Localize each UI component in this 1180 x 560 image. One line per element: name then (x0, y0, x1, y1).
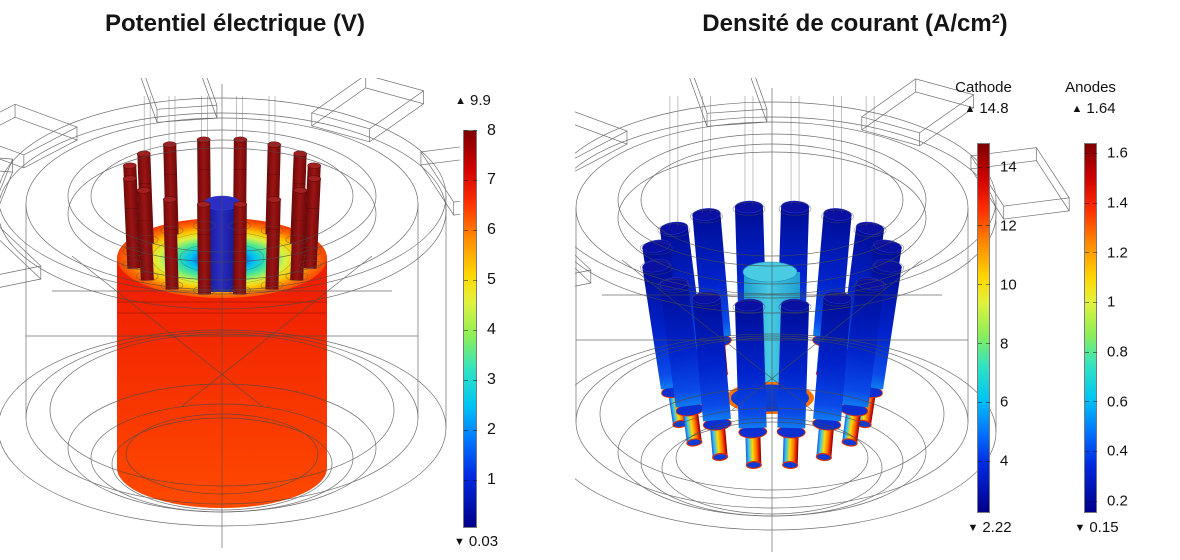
anode-rod-immersed-section (816, 423, 835, 458)
anode-rod (162, 196, 179, 290)
colorbar-gradient (463, 130, 477, 528)
colorbar-tick-left (464, 479, 468, 481)
colorbar-tick-label: 8 (487, 121, 496, 139)
current-density-3d-view (575, 78, 1070, 552)
colorbar-tick-label: 3 (487, 371, 496, 389)
colorbar-tick-label: 6 (487, 221, 496, 239)
colorbar-tick-right (473, 130, 477, 131)
colorbar-min-marker: ▼ 0.03 (454, 533, 498, 550)
anode-rod-tip (782, 460, 799, 469)
colorbar-tick-right (473, 179, 477, 181)
anode-rod-tip (745, 460, 762, 469)
anode-rod (233, 201, 248, 295)
panel-title-current-density: Densité de courant (A/cm²) (702, 10, 1008, 37)
anode-rod-tip (712, 452, 729, 462)
colorbar-max-marker: ▲ 9.9 (455, 92, 491, 109)
colorbar-min-value: 0.03 (468, 533, 499, 550)
colorbar-tick-left (464, 279, 468, 281)
colorbar-tick-left (464, 329, 468, 331)
anode-rod-immersed-section (782, 431, 799, 466)
colorbar-tick-right (473, 429, 477, 431)
rod-collar-wireframe (122, 220, 322, 296)
anode-rod-immersed-section (709, 423, 728, 458)
colorbar-tick-left (464, 130, 468, 131)
colorbar-tick-left (464, 179, 468, 181)
colorbar-tick-label: 1 (487, 471, 496, 489)
anode-rod-tip (815, 452, 832, 462)
colorbar-tick-right (473, 329, 477, 331)
rod-collar-wireframe (639, 202, 905, 314)
colorbar-tick-label: 5 (487, 271, 496, 289)
anode-rod (659, 277, 705, 447)
anode-rod (734, 298, 768, 469)
anode-rod (123, 175, 141, 269)
anode-rod (196, 201, 211, 295)
colorbar-tick-right (473, 229, 477, 231)
potential-colored-model (117, 136, 327, 508)
anode-rod-immersed-section (745, 431, 762, 466)
anode-rod (812, 291, 852, 462)
colorbar-tick-label: 2 (487, 421, 496, 439)
anode-rod-upper-section (777, 304, 810, 429)
colorbar-tick-label: 4 (487, 321, 496, 339)
colorbar-tick-left (464, 229, 468, 231)
colorbar-tick-left (464, 379, 468, 381)
current-density-colored-model (642, 200, 902, 469)
vessel-wireframe (0, 78, 460, 548)
vessel-wireframe (575, 78, 1070, 552)
anode-rod-upper-section (660, 281, 704, 408)
colorbar-tick-right (473, 279, 477, 281)
anode-rod (265, 196, 282, 290)
anode-rod-upper-section (813, 296, 852, 422)
anode-rod-upper-section (692, 296, 731, 422)
anode-rod (776, 298, 810, 469)
anode-rod-upper-section (734, 304, 767, 429)
colorbar-max-value: 9.9 (470, 92, 491, 109)
anode-rod-tip (841, 438, 858, 447)
anode-rod-upper-section (840, 281, 884, 408)
panel-title-potential: Potentiel électrique (V) (104, 10, 366, 37)
potential-3d-view (0, 78, 460, 548)
anode-rod-tip (686, 438, 703, 447)
colorbar-tick-right (473, 479, 477, 481)
colorbar-tick-right (473, 379, 477, 381)
colorbar-tick-label: 7 (487, 171, 496, 189)
anode-rod (303, 175, 321, 269)
colorbar-tick-left (464, 429, 468, 431)
